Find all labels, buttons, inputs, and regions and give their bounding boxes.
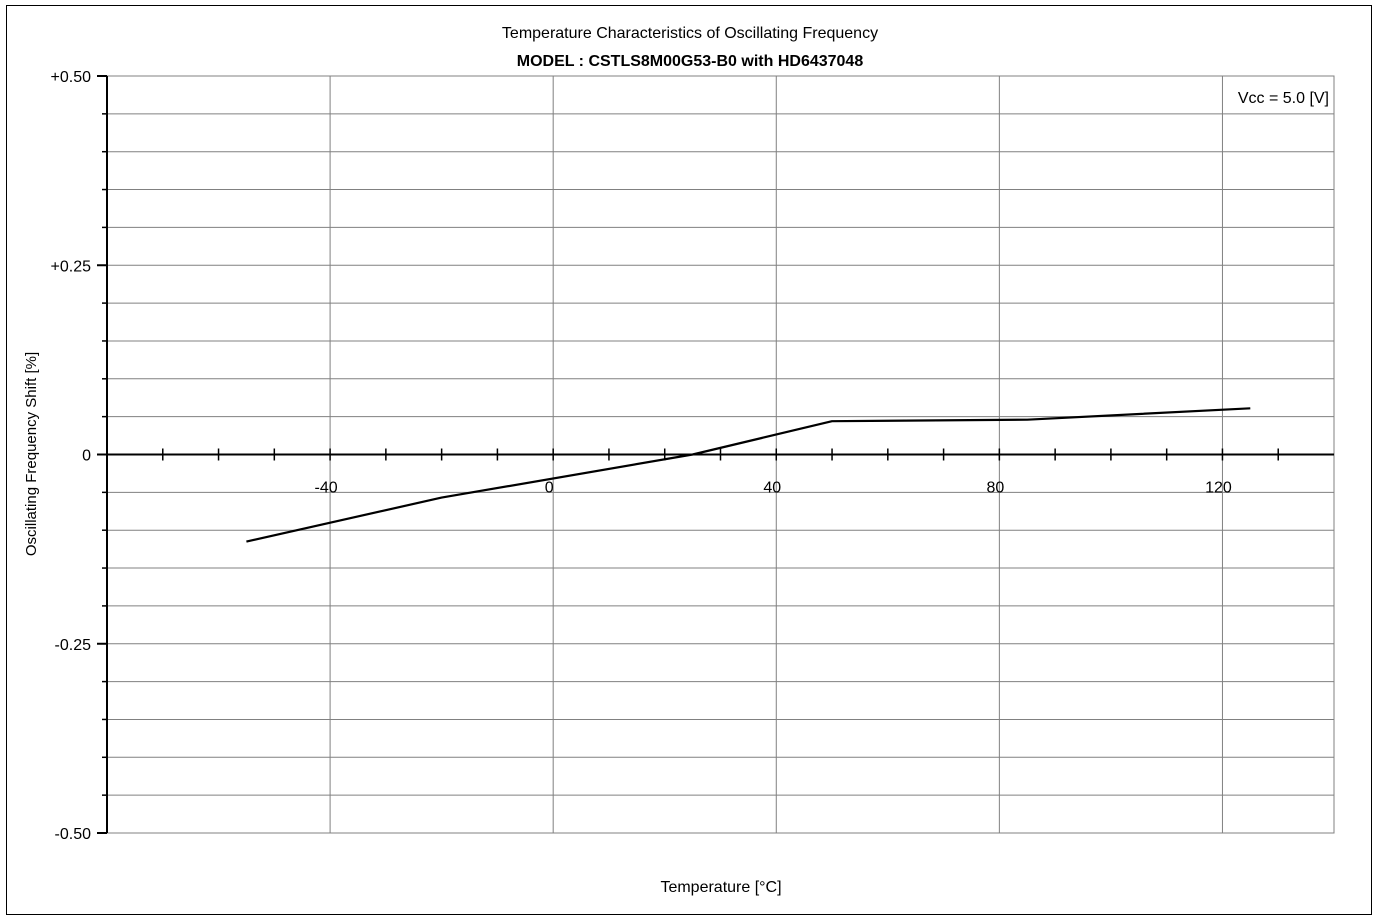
series-layer [246, 407, 1251, 543]
x-axis-title: Temperature [°C] [660, 879, 781, 896]
grid-layer [107, 75, 1334, 834]
y-tick-label: +0.50 [51, 69, 92, 86]
y-tick-label: 0 [82, 448, 91, 465]
y-axis-title: Oscillating Frequency Shift [%] [23, 352, 40, 556]
x-tick-label: 40 [763, 480, 781, 497]
label-layer: +0.50 +0.25 0 -0.25 -0.50 -40 0 40 80 120 [51, 69, 1232, 843]
vcc-annotation: Vcc = 5.0 [V] [1238, 90, 1329, 107]
chart-subtitle: MODEL : CSTLS8M00G53-B0 with HD6437048 [517, 53, 864, 70]
series-line [246, 407, 1251, 543]
x-tick-label: 0 [545, 480, 554, 497]
x-tick-label: 120 [1205, 480, 1232, 497]
y-tick-label: -0.25 [55, 637, 92, 654]
chart-title: Temperature Characteristics of Oscillati… [502, 25, 878, 42]
x-tick-label: -40 [315, 480, 338, 497]
y-tick-label: -0.50 [55, 826, 92, 843]
axis-layer [97, 75, 1334, 834]
y-tick-label: +0.25 [51, 258, 92, 275]
x-tick-label: 80 [986, 480, 1004, 497]
